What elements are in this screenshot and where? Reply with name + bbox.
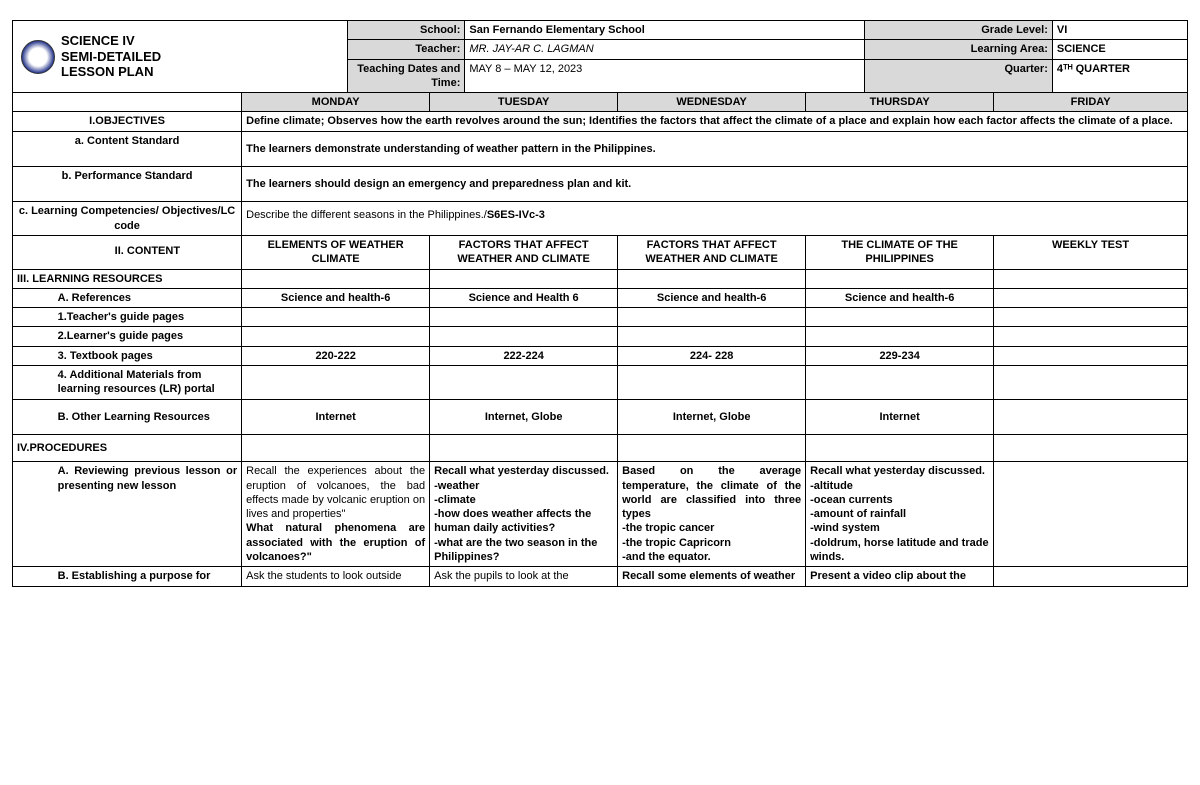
refs-fri (994, 288, 1188, 307)
objectives-text: Define climate; Observes how the earth r… (242, 112, 1188, 131)
value-school: San Fernando Elementary School (465, 21, 865, 40)
other-mon: Internet (242, 399, 430, 434)
tb-wed: 224- 228 (618, 346, 806, 365)
section-other: B. Other Learning Resources (54, 399, 242, 434)
other-thu: Internet (806, 399, 994, 434)
label-area: Learning Area: (864, 40, 1052, 59)
label-teacher: Teacher: (347, 40, 465, 59)
day-mon: MONDAY (242, 93, 430, 112)
section-resources: III. LEARNING RESOURCES (13, 269, 242, 288)
procB-mon: Ask the students to look outside (242, 567, 430, 586)
day-fri: FRIDAY (994, 93, 1188, 112)
title-block: SCIENCE IV SEMI-DETAILED LESSON PLAN (17, 29, 343, 84)
procB-thu: Present a video clip about the (806, 567, 994, 586)
day-thu: THURSDAY (806, 93, 994, 112)
day-wed: WEDNESDAY (618, 93, 806, 112)
label-school: School: (347, 21, 465, 40)
procA-thu: Recall what yesterday discussed. -altitu… (806, 462, 994, 567)
section-proc: IV.PROCEDURES (13, 434, 242, 461)
section-tb: 3. Textbook pages (54, 346, 242, 365)
refs-thu: Science and health-6 (806, 288, 994, 307)
lc-text-a: Describe the different seasons in the Ph… (246, 209, 487, 221)
content-fri: WEEKLY TEST (994, 235, 1188, 269)
plan-type-1: SEMI-DETAILED (61, 49, 161, 65)
content-tue: FACTORS THAT AFFECT WEATHER AND CLIMATE (430, 235, 618, 269)
procA-wed: Based on the average temperature, the cl… (618, 462, 806, 567)
content-wed: FACTORS THAT AFFECT WEATHER AND CLIMATE (618, 235, 806, 269)
procB-fri (994, 567, 1188, 586)
section-perf-std: b. Performance Standard (13, 167, 242, 202)
label-grade: Grade Level: (864, 21, 1052, 40)
section-procA: A. Reviewing previous lesson or presenti… (54, 462, 242, 567)
deped-logo-icon (21, 40, 55, 74)
value-area: SCIENCE (1052, 40, 1187, 59)
label-dates: Teaching Dates and Time: (347, 59, 465, 93)
course-title: SCIENCE IV (61, 33, 161, 49)
plan-type-2: LESSON PLAN (61, 64, 161, 80)
section-content: II. CONTENT (54, 235, 242, 269)
label-quarter: Quarter: (864, 59, 1052, 93)
lc-text-b: S6ES-IVc-3 (487, 209, 545, 221)
section-procB: B. Establishing a purpose for (54, 567, 242, 586)
value-teacher: MR. JAY-AR C. LAGMAN (465, 40, 865, 59)
refs-mon: Science and health-6 (242, 288, 430, 307)
procB-wed: Recall some elements of weather (618, 567, 806, 586)
value-quarter: 4ᵀᴴ QUARTER (1052, 59, 1187, 93)
refs-wed: Science and health-6 (618, 288, 806, 307)
section-addl: 4. Additional Materials from learning re… (54, 366, 242, 400)
procA-fri (994, 462, 1188, 567)
content-thu: THE CLIMATE OF THE PHILIPPINES (806, 235, 994, 269)
procA-mon-a: Recall the experiences about the eruptio… (246, 464, 425, 521)
tb-mon: 220-222 (242, 346, 430, 365)
perf-std-text: The learners should design an emergency … (242, 167, 1188, 202)
other-fri (994, 399, 1188, 434)
day-tue: TUESDAY (430, 93, 618, 112)
section-objectives: I.OBJECTIVES (13, 112, 242, 131)
value-dates: MAY 8 – MAY 12, 2023 (465, 59, 865, 93)
section-lc: c. Learning Competencies/ Objectives/LC … (13, 202, 242, 236)
value-grade: VI (1052, 21, 1187, 40)
other-wed: Internet, Globe (618, 399, 806, 434)
tb-fri (994, 346, 1188, 365)
procB-tue: Ask the pupils to look at the (430, 567, 618, 586)
tb-tue: 222-224 (430, 346, 618, 365)
section-tg: 1.Teacher's guide pages (54, 308, 242, 327)
section-content-std: a. Content Standard (13, 131, 242, 166)
tb-thu: 229-234 (806, 346, 994, 365)
lc-text: Describe the different seasons in the Ph… (242, 202, 1188, 236)
procA-mon: Recall the experiences about the eruptio… (242, 462, 430, 567)
procA-mon-b: What natural phenomena are associated wi… (246, 521, 425, 564)
lesson-plan-table: SCIENCE IV SEMI-DETAILED LESSON PLAN Sch… (12, 20, 1188, 587)
content-mon: ELEMENTS OF WEATHER CLIMATE (242, 235, 430, 269)
other-tue: Internet, Globe (430, 399, 618, 434)
procA-tue: Recall what yesterday discussed. -weathe… (430, 462, 618, 567)
section-lg: 2.Learner's guide pages (54, 327, 242, 346)
refs-tue: Science and Health 6 (430, 288, 618, 307)
section-refs: A. References (54, 288, 242, 307)
content-std-text: The learners demonstrate understanding o… (242, 131, 1188, 166)
